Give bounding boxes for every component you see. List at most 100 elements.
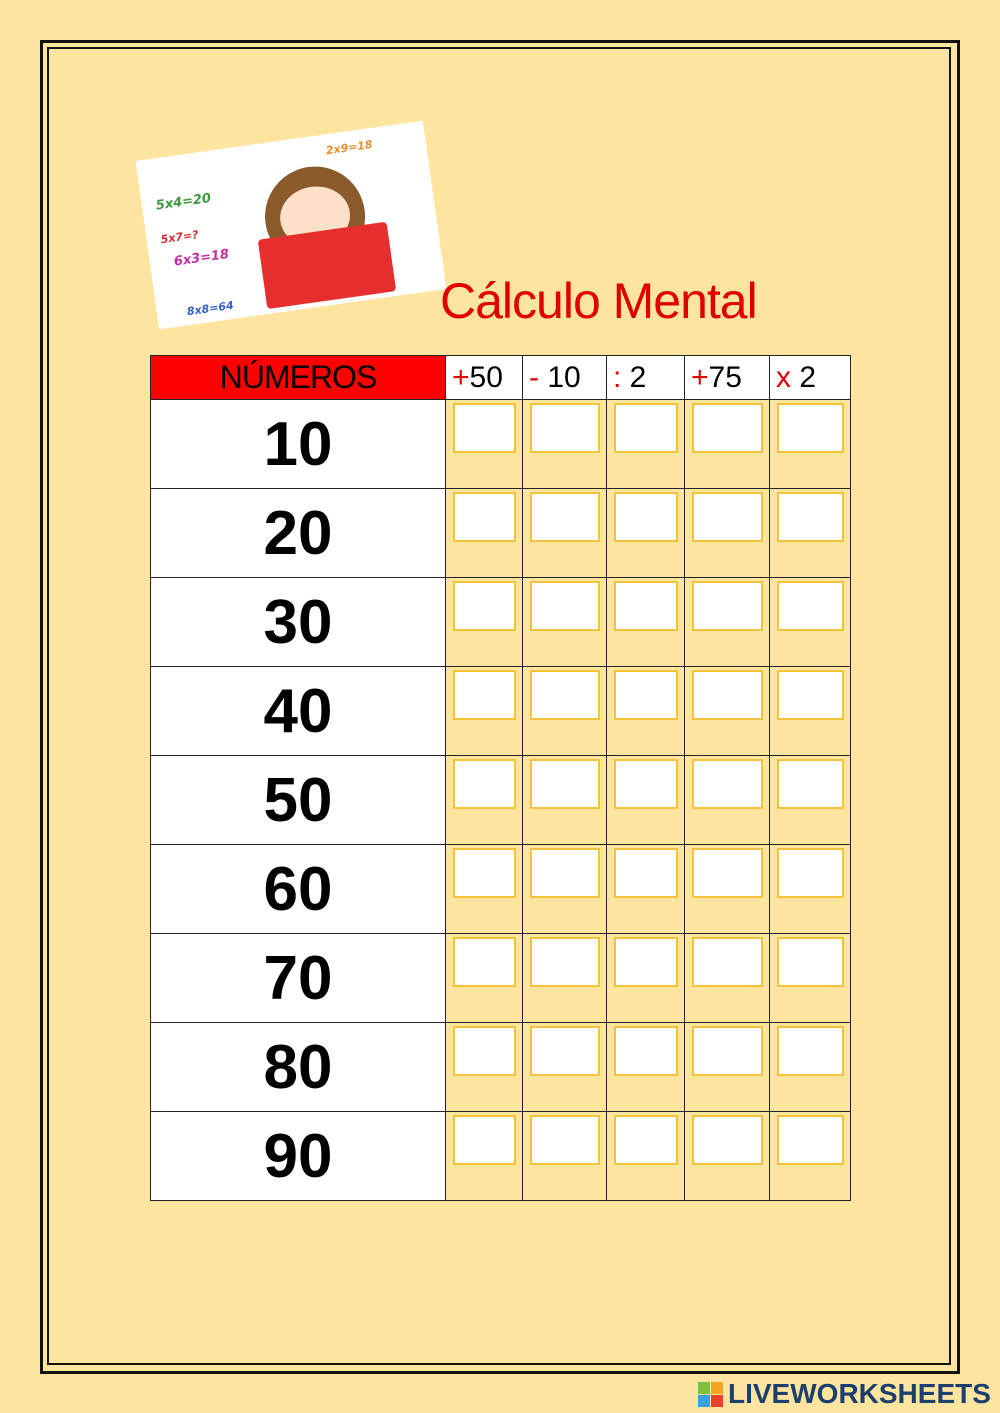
answer-cell bbox=[522, 399, 607, 489]
answer-input[interactable] bbox=[453, 759, 516, 809]
answer-input[interactable] bbox=[530, 759, 600, 809]
answer-input[interactable] bbox=[614, 759, 678, 809]
answer-input[interactable] bbox=[453, 492, 516, 542]
header-numbers: NÚMEROS bbox=[150, 355, 446, 400]
row-number: 10 bbox=[150, 399, 446, 489]
equation: 5x7=? bbox=[159, 228, 200, 247]
op-sign: - bbox=[529, 360, 539, 394]
answer-input[interactable] bbox=[777, 581, 844, 631]
answer-cell bbox=[769, 755, 851, 845]
answer-input[interactable] bbox=[614, 670, 678, 720]
logo-icon bbox=[698, 1381, 723, 1407]
row-number: 80 bbox=[150, 1022, 446, 1112]
answer-cell bbox=[445, 488, 523, 578]
op-value: 50 bbox=[469, 360, 503, 394]
answer-input[interactable] bbox=[692, 670, 763, 720]
answer-cell bbox=[769, 844, 851, 934]
answer-input[interactable] bbox=[530, 1026, 600, 1076]
table-row: 10 bbox=[150, 399, 851, 489]
answer-input[interactable] bbox=[777, 848, 844, 898]
answer-cell bbox=[522, 488, 607, 578]
answer-cell bbox=[522, 844, 607, 934]
answer-cell bbox=[606, 1111, 685, 1201]
answer-input[interactable] bbox=[530, 937, 600, 987]
op-value: 2 bbox=[621, 360, 647, 394]
answer-input[interactable] bbox=[614, 848, 678, 898]
answer-cell bbox=[606, 844, 685, 934]
answer-input[interactable] bbox=[614, 1026, 678, 1076]
answer-input[interactable] bbox=[614, 403, 678, 453]
answer-input[interactable] bbox=[530, 1115, 600, 1165]
answer-input[interactable] bbox=[453, 1026, 516, 1076]
answer-input[interactable] bbox=[453, 937, 516, 987]
answer-input[interactable] bbox=[777, 403, 844, 453]
answer-input[interactable] bbox=[614, 492, 678, 542]
logo-text: LIVEWORKSHEETS bbox=[728, 1378, 991, 1409]
header-op-4: x 2 bbox=[769, 355, 851, 400]
answer-cell bbox=[522, 1111, 607, 1201]
answer-input[interactable] bbox=[777, 759, 844, 809]
answer-cell bbox=[522, 577, 607, 667]
table-row: 30 bbox=[150, 577, 851, 667]
answer-input[interactable] bbox=[692, 1115, 763, 1165]
liveworksheets-logo: LIVEWORKSHEETS bbox=[698, 1378, 991, 1410]
equation: 8x8=64 bbox=[186, 298, 235, 319]
header-op-1: - 10 bbox=[522, 355, 607, 400]
answer-input[interactable] bbox=[453, 403, 516, 453]
answer-input[interactable] bbox=[453, 581, 516, 631]
answer-input[interactable] bbox=[692, 759, 763, 809]
answer-input[interactable] bbox=[777, 492, 844, 542]
op-value: 2 bbox=[791, 360, 817, 394]
answer-input[interactable] bbox=[530, 403, 600, 453]
answer-input[interactable] bbox=[777, 1026, 844, 1076]
op-value: 75 bbox=[708, 360, 742, 394]
answer-cell bbox=[684, 577, 770, 667]
table-row: 90 bbox=[150, 1111, 851, 1201]
answer-cell bbox=[769, 399, 851, 489]
inner-border bbox=[47, 47, 951, 1365]
answer-cell bbox=[445, 933, 523, 1023]
table-row: 60 bbox=[150, 844, 851, 934]
answer-input[interactable] bbox=[530, 670, 600, 720]
answer-input[interactable] bbox=[692, 581, 763, 631]
answer-input[interactable] bbox=[530, 581, 600, 631]
answer-input[interactable] bbox=[692, 1026, 763, 1076]
answer-cell bbox=[606, 577, 685, 667]
answer-input[interactable] bbox=[692, 492, 763, 542]
answer-cell bbox=[445, 666, 523, 756]
answer-input[interactable] bbox=[777, 670, 844, 720]
op-sign: + bbox=[691, 360, 709, 394]
row-number: 30 bbox=[150, 577, 446, 667]
answer-input[interactable] bbox=[614, 937, 678, 987]
answer-input[interactable] bbox=[692, 848, 763, 898]
page-title: Cálculo Mental bbox=[440, 273, 758, 329]
answer-cell bbox=[769, 1022, 851, 1112]
answer-cell bbox=[769, 1111, 851, 1201]
table-row: 70 bbox=[150, 933, 851, 1023]
answer-cell bbox=[769, 933, 851, 1023]
row-number: 70 bbox=[150, 933, 446, 1023]
answer-cell bbox=[445, 844, 523, 934]
table-row: 20 bbox=[150, 488, 851, 578]
answer-input[interactable] bbox=[692, 403, 763, 453]
answer-cell bbox=[606, 666, 685, 756]
answer-input[interactable] bbox=[530, 492, 600, 542]
outer-border bbox=[40, 40, 960, 1374]
answer-cell bbox=[684, 399, 770, 489]
answer-cell bbox=[445, 1022, 523, 1112]
answer-input[interactable] bbox=[530, 848, 600, 898]
answer-cell bbox=[606, 1022, 685, 1112]
answer-input[interactable] bbox=[614, 1115, 678, 1165]
answer-input[interactable] bbox=[453, 670, 516, 720]
answer-input[interactable] bbox=[614, 581, 678, 631]
answer-input[interactable] bbox=[777, 937, 844, 987]
answer-input[interactable] bbox=[692, 937, 763, 987]
answer-input[interactable] bbox=[777, 1115, 844, 1165]
calc-table: NÚMEROS +50- 10: 2 +75 x 2 10 20 30 40 50 60 70 8… bbox=[150, 355, 851, 1201]
row-number: 20 bbox=[150, 488, 446, 578]
row-number: 60 bbox=[150, 844, 446, 934]
equation: 6x3=18 bbox=[172, 246, 231, 270]
answer-cell bbox=[769, 666, 851, 756]
answer-input[interactable] bbox=[453, 848, 516, 898]
answer-input[interactable] bbox=[453, 1115, 516, 1165]
